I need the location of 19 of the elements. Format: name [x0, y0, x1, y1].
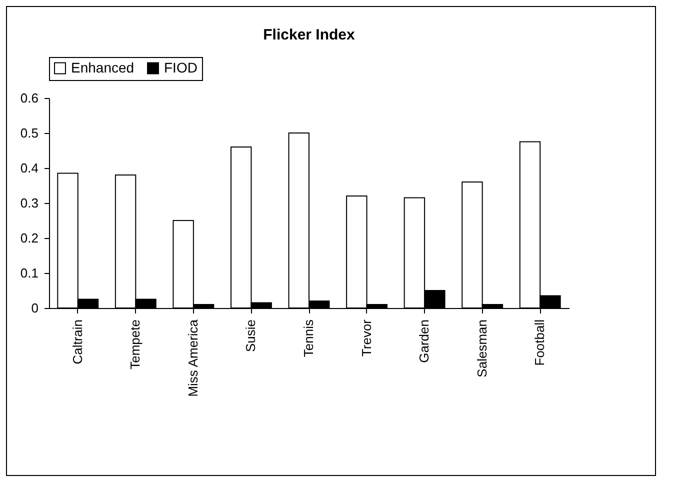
legend-label: FIOD: [164, 59, 198, 76]
y-tick-label: 0.5: [20, 126, 38, 140]
chart-title: Flicker Index: [263, 26, 356, 44]
x-tick-label: Trevor: [358, 318, 374, 357]
y-tick-label: 0.3: [20, 196, 38, 210]
x-tick-label: Garden: [416, 320, 432, 363]
y-tick-label: 0.1: [20, 266, 38, 280]
x-tick-label: Football: [532, 319, 548, 366]
x-tick-label: Caltrain: [70, 320, 85, 364]
x-tick-label: Susie: [243, 320, 258, 352]
y-tick-label: 0.2: [20, 230, 38, 246]
x-tick-label: Miss America: [185, 318, 200, 397]
y-tick-label: 0.6: [20, 90, 38, 106]
y-tick-label: 0: [31, 300, 38, 316]
x-tick-label: Tennis: [301, 319, 316, 358]
x-tick-label: Tempete: [128, 320, 143, 370]
legend-label: Enhanced: [71, 59, 134, 76]
x-tick-label: Salesman: [474, 320, 490, 378]
y-tick-label: 0.4: [20, 160, 38, 176]
